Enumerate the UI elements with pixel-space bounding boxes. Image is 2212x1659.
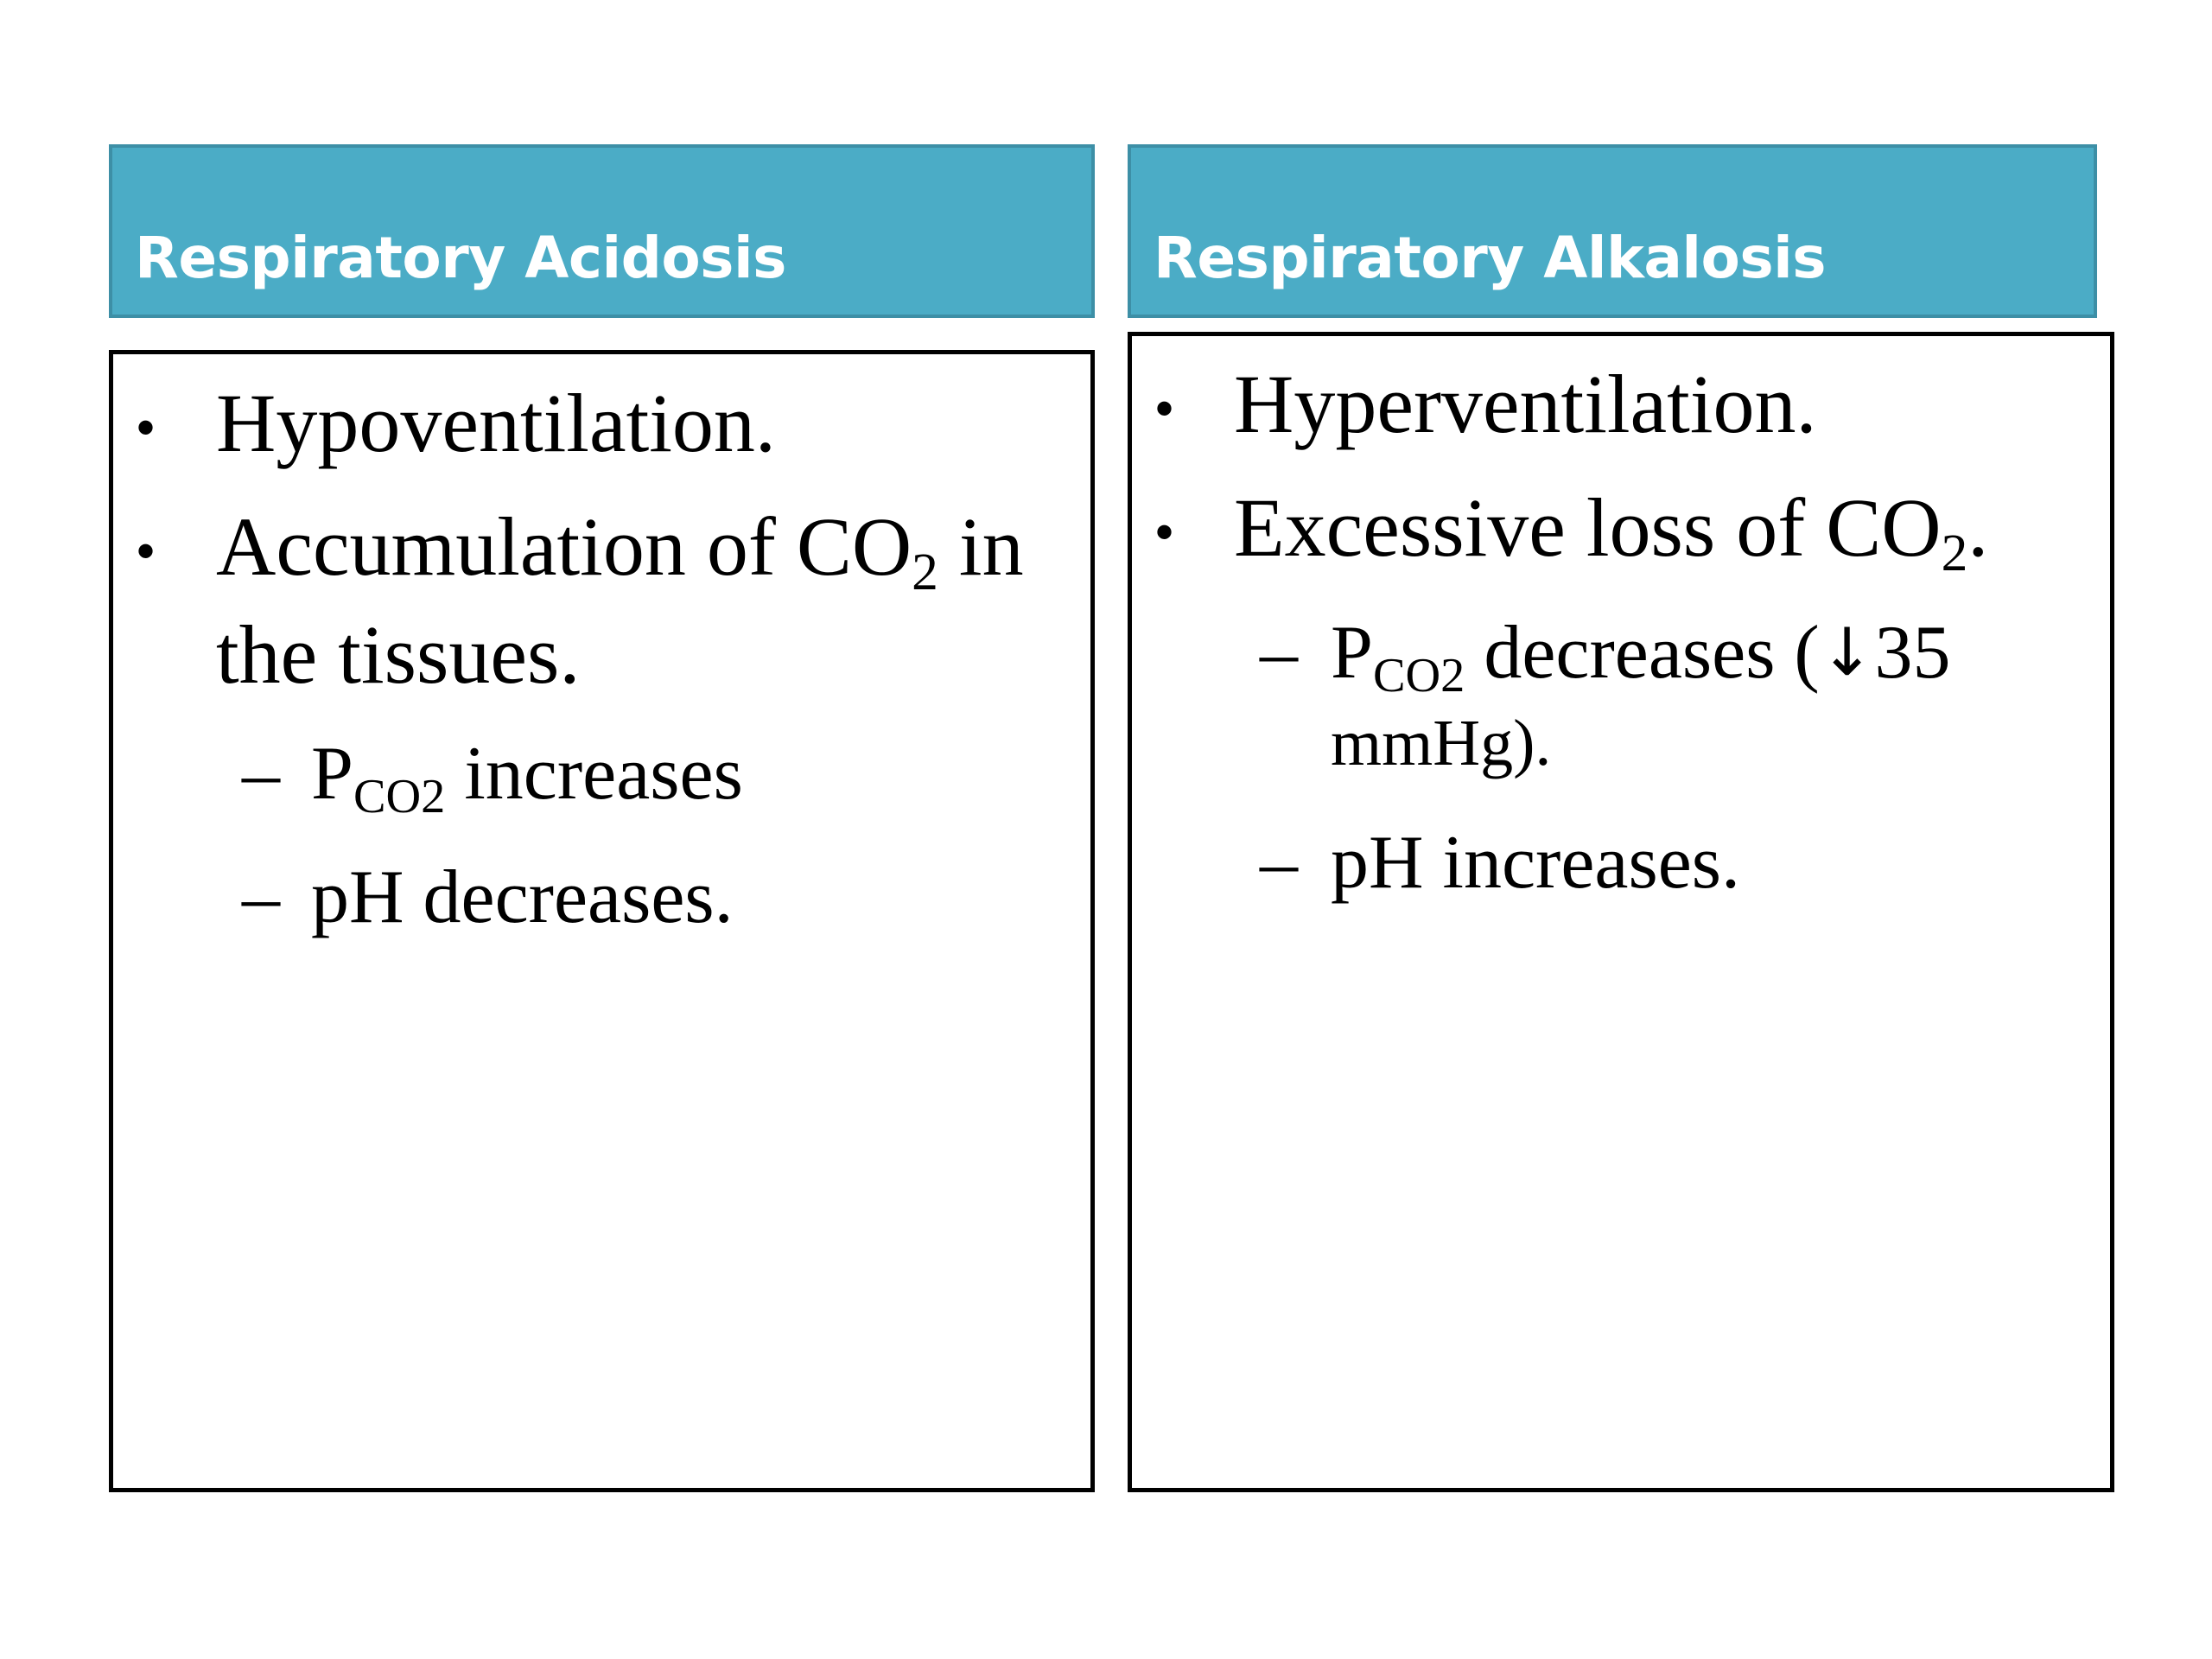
list-item-hypoventilation: Hypoventilation. (216, 377, 776, 469)
bullet-icon: • (137, 398, 156, 456)
sub-item-pco2-decreases: PCO2 decreases (↓35 (1331, 611, 1951, 702)
list-item-accumulation-continuation: the tissues. (216, 608, 581, 701)
list-item-excessive-loss: Excessive loss of CO2. (1234, 481, 1989, 583)
dash-marker: – (1260, 821, 1298, 905)
list-item-hyperventilation: Hyperventilation. (1234, 358, 1817, 450)
sub-item-ph-increases: pH increases. (1331, 821, 1741, 905)
header-respiratory-alkalosis: Respiratory Alkalosis (1128, 144, 2097, 318)
dash-marker: – (242, 855, 280, 939)
down-arrow-icon: ↓ (1819, 613, 1875, 690)
dash-marker: – (242, 732, 280, 816)
header-title: Respiratory Acidosis (135, 225, 786, 291)
sub-item-pco2-increases: PCO2 increases (311, 732, 743, 823)
content-box-acidosis (109, 350, 1095, 1492)
bullet-icon: • (137, 522, 156, 580)
sub-item-pco2-continuation: mmHg). (1331, 707, 1552, 779)
list-item-accumulation: Accumulation of CO2 in (216, 500, 1024, 602)
bullet-icon: • (1155, 503, 1174, 561)
content-box-alkalosis (1128, 332, 2114, 1492)
bullet-icon: • (1155, 379, 1174, 437)
dash-marker: – (1260, 611, 1298, 695)
sub-item-ph-decreases: pH decreases. (311, 855, 734, 939)
header-respiratory-acidosis: Respiratory Acidosis (109, 144, 1095, 318)
header-title: Respiratory Alkalosis (1154, 225, 1827, 291)
